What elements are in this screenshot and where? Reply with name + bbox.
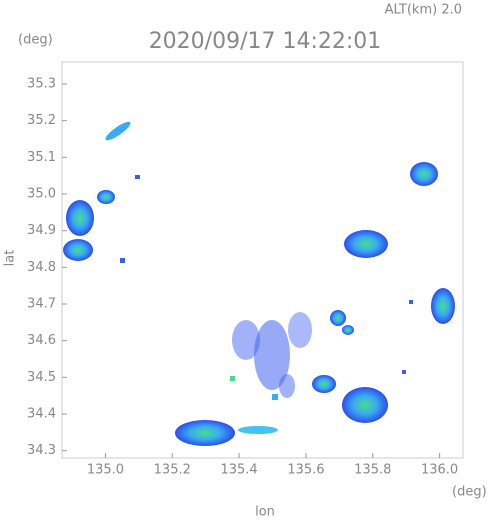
y-tick-label: 34.3 bbox=[27, 443, 56, 458]
y-tick-label: 35.2 bbox=[27, 113, 56, 128]
y-tick-label: 34.4 bbox=[27, 407, 56, 422]
y-tick-label: 34.8 bbox=[27, 260, 56, 275]
y-tick-label: 35.3 bbox=[27, 77, 56, 92]
x-unit: (deg) bbox=[452, 485, 487, 500]
x-tick-label: 135.8 bbox=[354, 463, 391, 478]
x-label: lon bbox=[255, 505, 275, 520]
y-unit: (deg) bbox=[18, 33, 53, 48]
x-tick-label: 136.0 bbox=[421, 463, 458, 478]
y-tick-label: 35.0 bbox=[27, 187, 56, 202]
y-tick-label: 35.1 bbox=[27, 150, 56, 165]
y-tick-label: 34.9 bbox=[27, 223, 56, 238]
chart-title: 2020/09/17 14:22:01 bbox=[149, 29, 382, 54]
y-label: lat bbox=[3, 250, 18, 267]
x-tick-label: 135.4 bbox=[220, 463, 257, 478]
altitude-label: ALT(km) 2.0 bbox=[385, 3, 462, 18]
plot-frame bbox=[61, 61, 464, 459]
y-tick-label: 34.6 bbox=[27, 333, 56, 348]
x-tick-label: 135.2 bbox=[154, 463, 191, 478]
x-tick-label: 135.0 bbox=[87, 463, 124, 478]
radar-echoes bbox=[63, 121, 455, 446]
y-tick-label: 34.5 bbox=[27, 370, 56, 385]
x-tick-label: 135.6 bbox=[287, 463, 324, 478]
y-tick-label: 34.7 bbox=[27, 297, 56, 312]
